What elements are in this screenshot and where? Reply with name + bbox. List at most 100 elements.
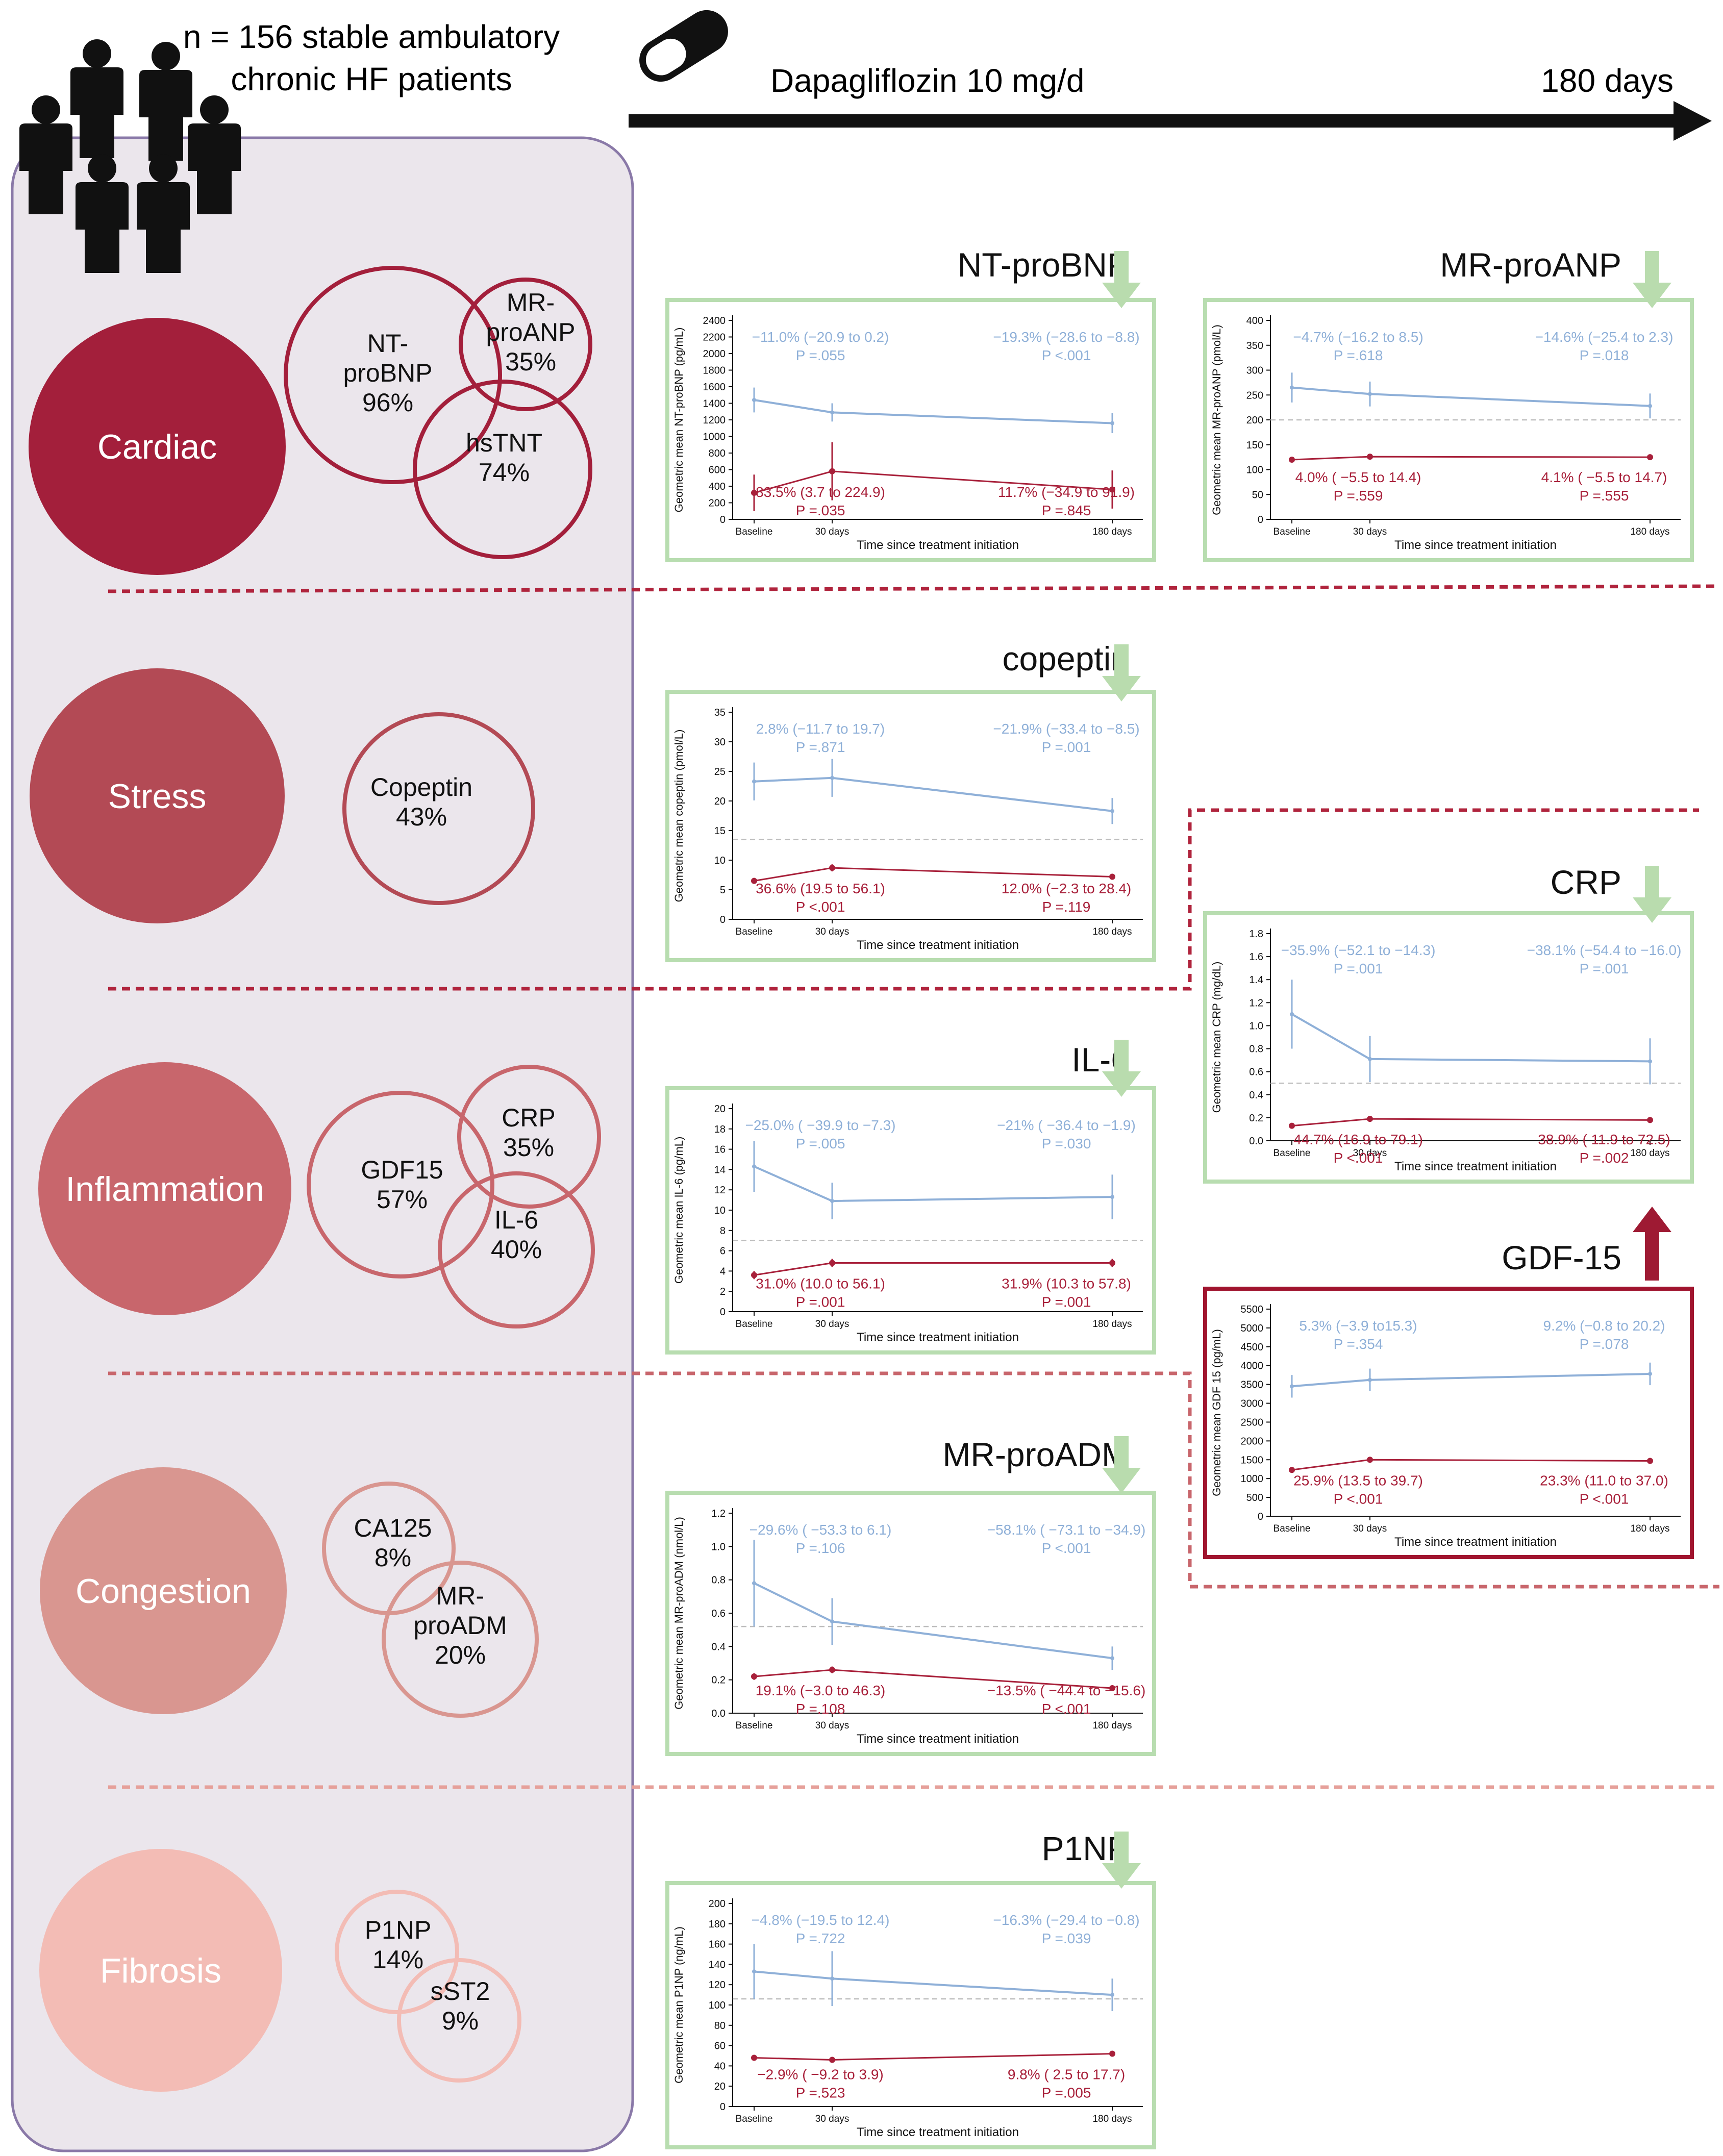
y-tick-label: 200 (1246, 415, 1263, 426)
annotation-lower-180d-p: P =.555 (1580, 488, 1629, 504)
annotation-lower-180d-p: P =.002 (1580, 1150, 1629, 1166)
annotation-upper-180d-p: P =.030 (1042, 1136, 1091, 1151)
data-point (1647, 1458, 1653, 1464)
data-point (830, 1619, 834, 1624)
x-axis-label: Time since treatment initiation (1394, 1160, 1557, 1173)
marker-circle (335, 1890, 459, 2014)
data-point (1110, 1195, 1114, 1199)
data-point (752, 1164, 756, 1169)
y-axis-label: Geometric mean NT-proBNP (pg/mL) (672, 328, 685, 513)
x-tick-label: 180 days (1092, 527, 1132, 537)
annotation-lower-180d: 12.0% (−2.3 to 28.4) (1002, 881, 1132, 896)
annotation-upper-30d-p: P =.354 (1334, 1336, 1383, 1352)
y-tick-label: 2500 (1241, 1417, 1264, 1428)
y-tick-label: 20 (714, 2081, 726, 2092)
chart-title: MR-proANP (1440, 246, 1621, 284)
marker-label: NT- (367, 329, 409, 358)
marker-circle (284, 266, 502, 484)
category-circle (29, 318, 286, 575)
data-point (830, 1976, 834, 1981)
y-tick-label: 1500 (1241, 1455, 1264, 1466)
person-icon (70, 39, 123, 158)
annotation-lower-30d: 44.7% (16.9 to 79.1) (1293, 1132, 1423, 1147)
data-point (829, 1667, 835, 1673)
y-tick-label: 0.4 (711, 1641, 726, 1652)
category-circle (30, 668, 285, 923)
marker-label: 74% (479, 458, 530, 487)
x-tick-label: Baseline (736, 1720, 773, 1731)
y-tick-label: 5500 (1241, 1304, 1264, 1315)
chart-title: copeptin (1002, 640, 1130, 678)
annotation-upper-30d-p: P =.005 (796, 1136, 845, 1151)
y-axis-label: Geometric mean GDF 15 (pg/mL) (1210, 1329, 1223, 1496)
category-label: Inflammation (65, 1170, 264, 1209)
annotation-lower-30d-p: P =.001 (796, 1294, 845, 1310)
annotation-lower-180d-p: P <.001 (1580, 1491, 1629, 1507)
y-axis-label: Geometric mean IL-6 (pg/mL) (672, 1137, 685, 1284)
x-tick-label: 180 days (1092, 1720, 1132, 1731)
chart-crp: CRP Geometric mean CRP (mg/dL) 0.0 0.2 0.4 0.… (1203, 863, 1694, 1184)
y-tick-label: 2 (720, 1286, 726, 1297)
annotation-upper-180d: −58.1% ( −73.1 to −34.9) (987, 1522, 1146, 1538)
annotation-lower-180d-p: P =.845 (1042, 503, 1091, 518)
x-tick-label: 30 days (815, 1720, 850, 1731)
marker-label: proBNP (343, 359, 432, 387)
y-tick-label: 4 (720, 1266, 726, 1277)
marker-label: 14% (372, 1945, 423, 1974)
marker-label: CA125 (354, 1514, 432, 1542)
data-point (1367, 1457, 1373, 1463)
marker-label: Copeptin (370, 773, 472, 801)
data-point (752, 1969, 756, 1974)
annotation-lower-180d-p: P =.005 (1042, 2085, 1091, 2101)
annotation-lower-30d-p: P =.035 (796, 503, 845, 518)
x-tick-label: Baseline (736, 1319, 773, 1330)
y-axis-label: Geometric mean copeptin (pmol/L) (672, 730, 685, 902)
marker-circle (307, 1091, 494, 1278)
annotation-upper-180d: −19.3% (−28.6 to −8.8) (993, 329, 1139, 345)
y-tick-label: 1.0 (711, 1541, 726, 1552)
annotation-upper-180d: −21.9% (−33.4 to −8.5) (993, 721, 1139, 737)
data-point (752, 398, 756, 402)
annotation-upper-180d: −38.1% (−54.4 to −16.0) (1527, 942, 1682, 958)
annotation-lower-30d-p: P <.001 (1334, 1491, 1383, 1507)
annotation-upper-30d-p: P =.055 (796, 347, 845, 363)
annotation-lower-180d-p: P =.119 (1042, 899, 1091, 915)
data-point (830, 1199, 834, 1204)
data-point (1109, 1685, 1115, 1691)
duration-label: 180 days (1541, 62, 1674, 99)
chart-panel (665, 1881, 1156, 2149)
biomarker-charts: NT-proBNP Geometric mean NT-proBNP (pg/mL… (665, 246, 1694, 2149)
y-tick-label: 0.6 (711, 1608, 726, 1619)
data-point (1289, 457, 1295, 463)
person-icon (19, 95, 72, 214)
x-tick-label: Baseline (736, 926, 773, 937)
marker-label: 40% (491, 1235, 542, 1264)
y-axis-label: Geometric mean MR-proADM (nmol/L) (672, 1517, 685, 1710)
annotation-upper-180d-p: P =.078 (1580, 1336, 1629, 1352)
data-point (751, 1272, 757, 1278)
y-tick-label: 20 (714, 796, 726, 807)
data-point (1109, 873, 1115, 880)
y-tick-label: 8 (720, 1225, 726, 1237)
annotation-upper-30d-p: P =.001 (1334, 961, 1383, 976)
chart-mr-proanp: MR-proANP Geometric mean MR-proANP (pmol/… (1203, 246, 1694, 562)
x-tick-label: 180 days (1092, 2114, 1132, 2124)
chart-title: MR-proADM (942, 1436, 1130, 1473)
y-tick-label: 0 (720, 914, 726, 925)
annotation-lower-30d: 83.5% (3.7 to 224.9) (756, 484, 885, 500)
y-tick-label: 14 (714, 1164, 726, 1175)
data-point (1110, 1656, 1114, 1661)
person-icon (188, 95, 241, 214)
y-tick-label: 1200 (703, 415, 726, 426)
annotation-lower-30d-p: P =.523 (796, 2085, 845, 2101)
annotation-lower-30d-p: P <.001 (1334, 1150, 1383, 1166)
y-tick-label: 6 (720, 1246, 726, 1257)
data-point (1367, 1116, 1373, 1122)
annotation-lower-180d: 11.7% (−34.9 to 91.9) (998, 484, 1135, 500)
